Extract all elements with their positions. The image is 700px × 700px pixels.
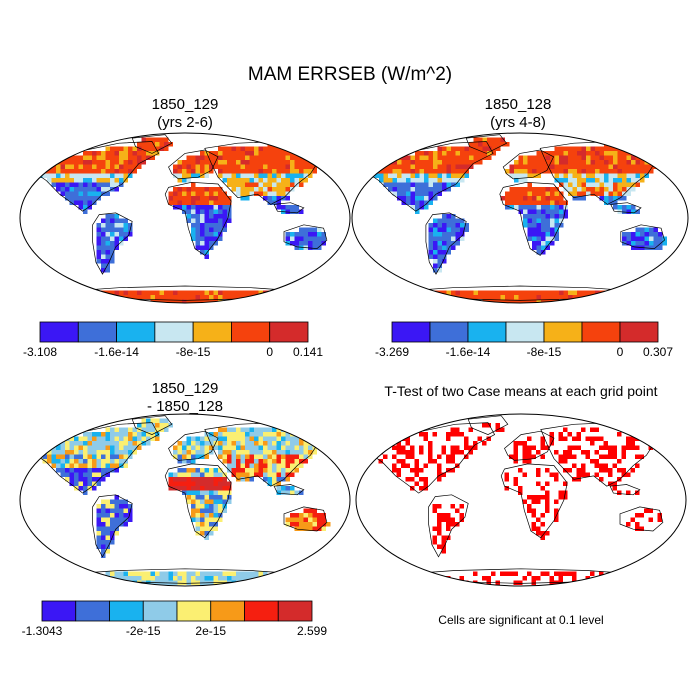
colorbar-swatch xyxy=(269,321,309,343)
map-field-cells xyxy=(38,418,344,585)
coastline-south-america xyxy=(428,494,469,558)
colorbar-swatch xyxy=(619,321,659,343)
coastline-europe xyxy=(504,430,555,461)
colorbar-label: 2.599 xyxy=(297,624,327,638)
colorbar-label: -3.269 xyxy=(375,345,409,359)
map-field-cells xyxy=(370,137,681,303)
colorbar-swatch xyxy=(109,600,144,622)
colorbar-label: 0.141 xyxy=(293,345,323,359)
colorbar-swatch xyxy=(505,321,545,343)
colorbar-label: -8e-15 xyxy=(176,345,211,359)
coastline-north-america xyxy=(32,141,160,212)
panel-title-ttest: T-Test of two Case means at each grid po… xyxy=(384,383,658,399)
colorbar-swatch xyxy=(154,321,194,343)
coastline-south-america xyxy=(425,212,467,275)
panel-title-difference: 1850_129 - 1850_128 xyxy=(20,380,350,416)
colorbar-label: -1.6e-14 xyxy=(446,345,491,359)
coastline-europe xyxy=(502,149,555,180)
coastline-southeast-asia xyxy=(273,202,305,214)
colorbar-label: -3.108 xyxy=(23,345,57,359)
colorbar-swatch xyxy=(192,321,232,343)
colorbar-swatch xyxy=(142,600,178,622)
coastline-greenland xyxy=(131,415,173,435)
panel-title-case2: 1850_128 (yrs 4-8) xyxy=(350,96,686,132)
coastline-north-america xyxy=(32,422,160,494)
map-border xyxy=(351,132,689,304)
map-border xyxy=(19,132,351,304)
coastline-greenland xyxy=(467,415,509,435)
coastline-australia xyxy=(620,224,665,249)
map-border xyxy=(355,413,687,587)
coastline-south-america xyxy=(92,212,133,275)
colorbar-swatch xyxy=(467,321,507,343)
panel-title-difference-line2: - 1850_128 xyxy=(147,398,223,415)
colorbar-swatch xyxy=(176,600,212,622)
colorbar-swatch xyxy=(75,600,110,622)
colorbar-swatch xyxy=(244,600,279,622)
colorbar-label: 0.307 xyxy=(643,345,673,359)
colorbar-swatch xyxy=(210,600,245,622)
coastline-australia xyxy=(283,506,328,532)
figure-title: MAM ERRSEB (W/m^2) xyxy=(247,64,453,85)
panel-title-case1-line2: (yrs 2-6) xyxy=(157,114,213,131)
map-field-cells xyxy=(374,423,667,585)
coastline-north-america xyxy=(368,422,496,494)
colorbar-swatch xyxy=(391,321,431,343)
colorbar-swatch xyxy=(231,321,271,343)
colorbar-swatch xyxy=(41,600,77,622)
coastline-australia xyxy=(283,224,328,249)
map-panel-case2 xyxy=(351,132,689,304)
coastline-africa xyxy=(499,181,568,256)
colorbar-label: 0 xyxy=(266,345,273,359)
coastline-greenland xyxy=(131,134,173,154)
colorbar-swatch xyxy=(277,600,313,622)
coastline-africa xyxy=(164,181,232,256)
panel-title-difference-line1: 1850_129 xyxy=(151,380,219,397)
colorbar-swatch xyxy=(77,321,117,343)
colorbar-swatch xyxy=(116,321,156,343)
colorbar-label: 0 xyxy=(617,345,624,359)
panel-title-case2-line2: (yrs 4-8) xyxy=(490,114,546,131)
significance-note: Cells are significant at 0.1 level xyxy=(438,613,604,627)
colorbar-label: -2e-15 xyxy=(126,624,161,638)
panel-title-case2-line1: 1850_128 xyxy=(484,96,552,113)
colorbar-difference: -1.3043 -2e-15 2e-15 2.599 xyxy=(22,600,327,638)
colorbar-label: -8e-15 xyxy=(527,345,562,359)
coastline-southeast-asia xyxy=(273,484,305,496)
colorbar-swatch xyxy=(581,321,621,343)
coastline-southeast-asia xyxy=(610,202,642,214)
map-field-cells xyxy=(38,137,344,304)
colorbar-case2: -3.269 -1.6e-14 -8e-15 0 0.307 xyxy=(375,321,673,359)
coastline-south-america xyxy=(92,494,133,558)
map-panel-difference xyxy=(19,413,351,587)
colorbar-swatch xyxy=(429,321,469,343)
map-panel-ttest xyxy=(355,413,687,587)
coastline-southeast-asia xyxy=(609,484,641,496)
colorbar-swatch xyxy=(543,321,583,343)
colorbar-label: -1.3043 xyxy=(22,624,63,638)
panel-title-case1-line1: 1850_129 xyxy=(151,96,219,113)
map-panel-case1 xyxy=(19,132,351,304)
colorbar-label: -1.6e-14 xyxy=(94,345,139,359)
coastline-africa xyxy=(164,463,232,539)
coastline-africa xyxy=(500,463,568,539)
colorbar-case1: -3.108 -1.6e-14 -8e-15 0 0.141 xyxy=(23,321,323,359)
map-border xyxy=(19,413,351,587)
colorbar-swatch xyxy=(39,321,79,343)
coastline-north-america xyxy=(364,141,494,212)
coastline-greenland xyxy=(465,134,508,154)
coastline-europe xyxy=(168,149,219,180)
coastline-europe xyxy=(168,430,219,461)
coastline-australia xyxy=(619,506,664,532)
colorbar-label: 2e-15 xyxy=(195,624,226,638)
panel-title-case1: 1850_129 (yrs 2-6) xyxy=(20,96,350,132)
